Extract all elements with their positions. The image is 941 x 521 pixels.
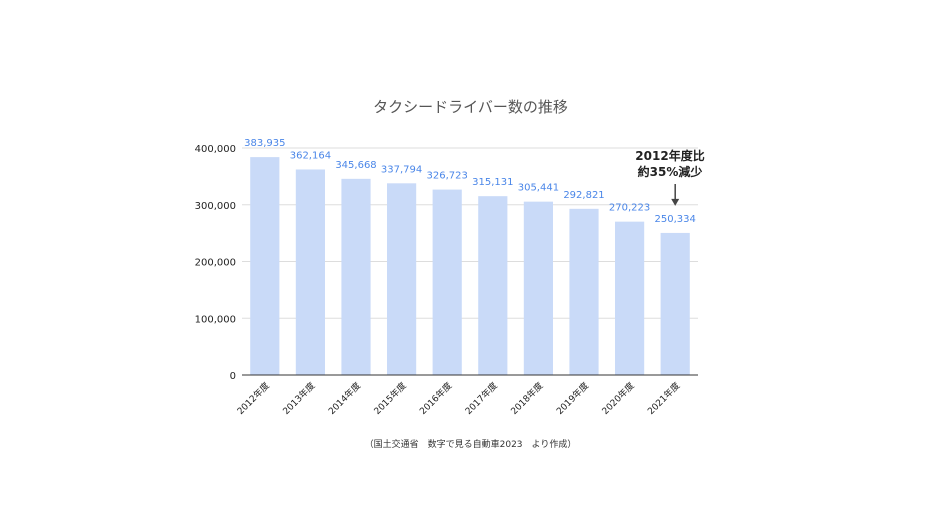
x-tick-label: 2017年度 [463, 380, 500, 417]
bar [523, 201, 553, 375]
bar [615, 221, 645, 375]
x-tick-label: 2015年度 [371, 380, 408, 417]
y-tick-label: 100,000 [195, 314, 236, 325]
data-label: 326,723 [427, 171, 468, 182]
bar [660, 232, 690, 375]
annotation-line-2: 約35%減少 [637, 165, 703, 179]
source-note: （国土交通省 数字で見る自動車2023 より作成） [364, 440, 577, 450]
data-label: 292,821 [563, 190, 604, 201]
data-label: 383,935 [244, 138, 285, 149]
y-tick-label: 400,000 [195, 144, 236, 155]
annotation-arrow-head [671, 198, 680, 206]
annotation-line-1: 2012年度比 [635, 149, 705, 163]
x-tick-label: 2018年度 [508, 380, 545, 417]
data-label: 250,334 [655, 214, 696, 225]
bar [432, 189, 462, 375]
data-label: 315,131 [472, 177, 513, 188]
bar [295, 169, 325, 375]
data-label: 270,223 [609, 203, 650, 214]
bar [478, 196, 508, 375]
x-tick-label: 2013年度 [280, 380, 317, 417]
x-tick-label: 2012年度 [235, 380, 272, 417]
x-tick-label: 2020年度 [599, 380, 636, 417]
bar [341, 178, 371, 375]
x-tick-label: 2014年度 [326, 380, 363, 417]
bar [569, 208, 599, 375]
annotation-note: 2012年度比 約35%減少 [624, 148, 716, 180]
bar [250, 157, 280, 375]
y-tick-label: 300,000 [195, 201, 236, 212]
chart-title: タクシードライバー数の推移 [373, 98, 568, 116]
data-label: 337,794 [381, 164, 422, 175]
x-tick-label: 2019年度 [554, 380, 591, 417]
y-tick-label: 0 [230, 371, 236, 382]
data-label: 362,164 [290, 150, 331, 161]
x-tick-label: 2016年度 [417, 380, 454, 417]
bar [387, 183, 417, 375]
x-tick-label: 2021年度 [645, 380, 682, 417]
data-label: 305,441 [518, 183, 559, 194]
data-label: 345,668 [335, 160, 376, 171]
y-tick-label: 200,000 [195, 258, 236, 269]
